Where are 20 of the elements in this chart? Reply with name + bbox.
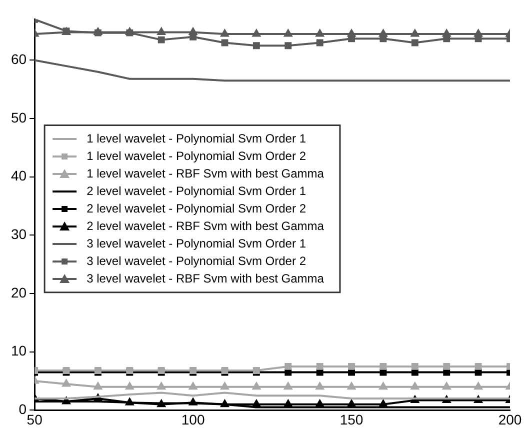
legend-label: 3 level wavelet - Polynomial Svm Order 1: [86, 236, 306, 250]
legend-label: 1 level wavelet - Polynomial Svm Order 1: [86, 131, 306, 146]
legend-label: 1 level wavelet - Polynomial Svm Order 2: [86, 148, 306, 163]
legend-label: 1 level wavelet - RBF Svm with best Gamma: [86, 166, 324, 180]
legend-label: 3 level wavelet - Polynomial Svm Order 2: [86, 254, 306, 268]
y-tick-label: 10: [10, 342, 27, 359]
y-tick-label: 20: [10, 284, 27, 300]
x-tick-label: 200: [498, 411, 522, 428]
y-tick-label: 0: [18, 401, 27, 418]
legend-label: 2 level wavelet - Polynomial Svm Order 2: [86, 201, 306, 216]
y-tick-label: 60: [10, 51, 27, 68]
legend-label: 2 level wavelet - RBF Svm with best Gamma: [86, 218, 324, 233]
legend-label: 3 level wavelet - RBF Svm with best Gamma: [86, 271, 324, 286]
y-tick-label: 40: [10, 168, 27, 184]
legend-label: 2 level wavelet - Polynomial Svm Order 1: [86, 184, 306, 198]
x-tick-label: 150: [340, 411, 364, 428]
x-tick-label: 100: [181, 411, 205, 428]
y-tick-label: 50: [10, 109, 27, 126]
y-tick-label: 30: [10, 226, 27, 242]
x-tick-label: 50: [26, 411, 43, 428]
